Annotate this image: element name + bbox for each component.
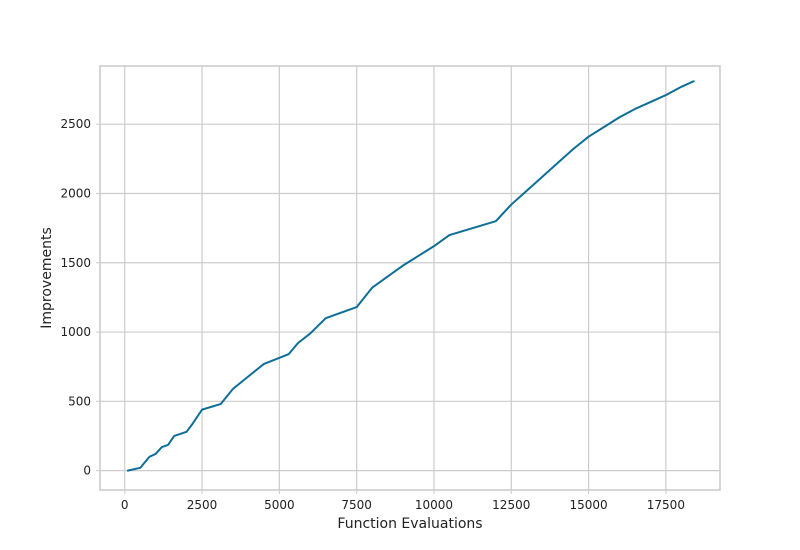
y-tick-label: 500 xyxy=(68,394,91,408)
x-tick-label: 10000 xyxy=(415,498,453,512)
x-tick-label: 15000 xyxy=(569,498,607,512)
plot-background xyxy=(100,66,720,490)
x-axis-label: Function Evaluations xyxy=(337,516,482,532)
y-axis-ticks: 0 500 1000 1500 2000 2500 xyxy=(60,117,100,478)
y-tick-label: 0 xyxy=(83,464,91,478)
x-axis-ticks: 0 2500 5000 7500 10000 12500 15000 17500 xyxy=(121,490,685,512)
x-tick-label: 7500 xyxy=(341,498,372,512)
plot-frame xyxy=(99,65,721,491)
x-tick-label: 12500 xyxy=(492,498,530,512)
y-tick-label: 2000 xyxy=(60,186,91,200)
x-tick-label: 17500 xyxy=(647,498,685,512)
x-tick-label: 0 xyxy=(121,498,129,512)
x-tick-label: 5000 xyxy=(264,498,295,512)
series-group xyxy=(126,80,695,472)
y-tick-label: 1500 xyxy=(60,256,91,270)
y-tick-label: 2500 xyxy=(60,117,91,131)
series-line xyxy=(126,80,695,472)
x-tick-label: 2500 xyxy=(187,498,218,512)
y-tick-label: 1000 xyxy=(60,325,91,339)
grid-lines xyxy=(100,66,720,490)
y-axis-label: Improvements xyxy=(39,227,55,328)
